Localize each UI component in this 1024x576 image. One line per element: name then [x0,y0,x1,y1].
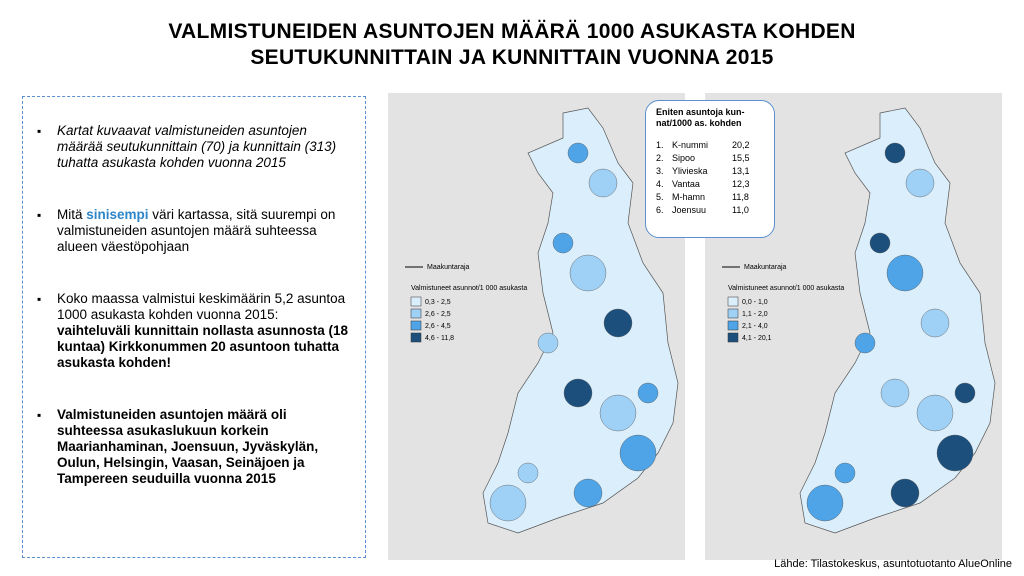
region [603,308,633,338]
bullet-text: vaihteluväli kunnittain nollasta asunnos… [57,323,349,370]
region [890,478,920,508]
list-row: 4. Vantaa 12,3 [656,178,764,191]
region [552,232,574,254]
region [916,394,954,432]
legend-swatch [410,308,422,319]
top-list: Eniten asuntoja kun-nat/1000 as. kohden … [645,100,775,238]
legend-swatch [727,332,739,343]
region [517,462,539,484]
title-line: SEUTUKUNNITTAIN JA KUNNITTAIN VUONNA 201… [250,46,774,69]
bullet-text: sinisempi [86,207,149,222]
value: 20,2 [732,140,750,150]
legend-label: 0,3 - 2,5 [425,299,451,306]
region [619,434,657,472]
legend-swatch [727,320,739,331]
legend-label: 1,1 - 2,0 [742,311,768,318]
bullet: Kartat kuvaavat valmistuneiden asuntojen… [37,123,351,171]
list-title: nat/1000 as. kohden [656,118,742,128]
region [954,382,976,404]
legend-label: 4,1 - 20,1 [742,335,772,342]
boundary-label: Maakuntaraja [744,264,787,271]
rank: 3. [656,166,664,176]
region [854,332,876,354]
name: Sipoo [672,153,696,163]
legend-swatch [410,332,422,343]
bullet-text: väri kartassa, sitä suurempi on valmistu… [57,207,336,254]
bullet-text: Kartat kuvaavat valmistuneiden asuntojen… [57,123,337,170]
bullet: Valmistuneiden asuntojen määrä oli suhte… [37,407,351,487]
region [884,142,906,164]
rank: 5. [656,192,664,202]
name: M-hamn [672,192,706,202]
legend-swatch [727,308,739,319]
rank: 1. [656,140,664,150]
legend-label: 2,6 - 4,5 [425,323,451,330]
rank: 6. [656,205,664,215]
list-row: 3. Ylivieska 13,1 [656,165,764,178]
bullet-text: Mitä [57,207,87,222]
boundary-label: Maakuntaraja [427,264,470,271]
region [637,382,659,404]
legend-label: 2,1 - 4,0 [742,323,768,330]
text-box: Kartat kuvaavat valmistuneiden asuntojen… [22,96,366,558]
name: Ylivieska [672,166,708,176]
list-row: 6. Joensuu 11,0 [656,204,764,217]
region [588,168,618,198]
name: Joensuu [672,205,707,215]
bullet: Koko maassa valmistui keskimäärin 5,2 as… [37,291,351,371]
legend-swatch [410,320,422,331]
name: K-nummi [672,140,709,150]
region [834,462,856,484]
value: 11,0 [732,205,749,215]
legend-label: 2,6 - 2,5 [425,311,451,318]
title-line: VALMISTUNEIDEN ASUNTOJEN MÄÄRÄ 1000 ASUK… [168,20,856,43]
region [880,378,910,408]
region [905,168,935,198]
region [936,434,974,472]
region [569,254,607,292]
region [489,484,527,522]
list-row: 5. M-hamn 11,8 [656,191,764,204]
bullet: Mitä sinisempi väri kartassa, sitä suure… [37,207,351,255]
legend-label: 4,6 - 11,8 [425,335,454,342]
rank: 2. [656,153,664,163]
region [599,394,637,432]
legend-swatch [727,296,739,307]
region [567,142,589,164]
bullet-list: Kartat kuvaavat valmistuneiden asuntojen… [23,97,365,487]
name: Vantaa [672,179,700,189]
legend-title: Valmistuneet asunnot/1 000 asukasta [411,285,527,292]
bullet-text: Valmistuneiden asuntojen määrä oli suhte… [57,407,319,486]
legend-label: 0,0 - 1,0 [742,299,768,306]
region [886,254,924,292]
region [869,232,891,254]
rank: 4. [656,179,664,189]
legend-title: Valmistuneet asunnot/1 000 asukasta [728,285,844,292]
list-row: 1. K-nummi 20,2 [656,139,764,152]
value: 15,5 [732,153,750,163]
value: 13,1 [732,166,750,176]
bullet-text: Koko maassa valmistui keskimäärin 5,2 as… [57,291,346,322]
region [920,308,950,338]
value: 12,3 [732,179,750,189]
list-row: 2. Sipoo 15,5 [656,152,764,165]
region [563,378,593,408]
source: Lähde: Tilastokeskus, asuntotuotanto Alu… [774,558,1012,570]
value: 11,8 [732,192,749,202]
region [806,484,844,522]
region [573,478,603,508]
region [537,332,559,354]
legend-swatch [410,296,422,307]
list-title: Eniten asuntoja kun- [656,107,745,117]
